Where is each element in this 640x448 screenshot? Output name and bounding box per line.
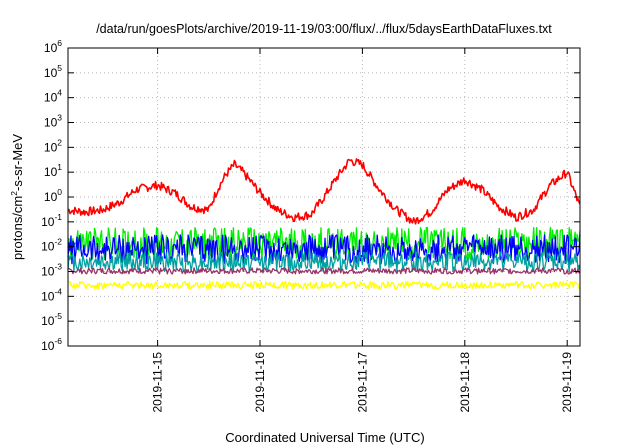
y-tick-label: 10-2 bbox=[41, 237, 62, 254]
y-axis-label: protons/cm2-s-sr-MeV bbox=[9, 134, 25, 260]
x-tick-label: 2019-11-18 bbox=[458, 352, 472, 413]
y-tick-label: 104 bbox=[44, 88, 62, 105]
series-line bbox=[67, 251, 581, 273]
y-tick-label: 10-1 bbox=[41, 212, 62, 229]
y-tick-label: 10-5 bbox=[41, 311, 62, 328]
y-tick-label: 10-4 bbox=[41, 286, 62, 303]
y-tick-label: 106 bbox=[44, 38, 62, 55]
chart-title: /data/run/goesPlots/archive/2019-11-19/0… bbox=[96, 22, 552, 36]
series-group bbox=[67, 158, 581, 290]
x-tick-label: 2019-11-19 bbox=[560, 352, 574, 413]
x-axis: 2019-11-15 2019-11-16 2019-11-17 2019-11-18… bbox=[151, 48, 574, 413]
x-tick-label: 2019-11-15 bbox=[151, 352, 165, 413]
y-tick-label: 102 bbox=[44, 137, 62, 154]
series-line bbox=[67, 280, 581, 290]
y-tick-label: 100 bbox=[44, 187, 62, 204]
y-axis: 10-6 10-5 10-4 10-3 10-2 10-1 100 101 102 103 104 1… bbox=[41, 38, 580, 353]
series-line bbox=[67, 267, 581, 275]
x-axis-label: Coordinated Universal Time (UTC) bbox=[225, 430, 424, 445]
series-line bbox=[67, 234, 581, 265]
y-tick-label: 105 bbox=[44, 63, 62, 80]
y-tick-label: 10-6 bbox=[41, 336, 62, 353]
series-line bbox=[67, 158, 581, 225]
y-tick-label: 103 bbox=[44, 113, 62, 130]
y-tick-label: 101 bbox=[44, 162, 62, 179]
x-tick-label: 2019-11-16 bbox=[253, 352, 267, 413]
x-tick-label: 2019-11-17 bbox=[355, 352, 369, 413]
y-tick-label: 10-3 bbox=[41, 262, 62, 279]
